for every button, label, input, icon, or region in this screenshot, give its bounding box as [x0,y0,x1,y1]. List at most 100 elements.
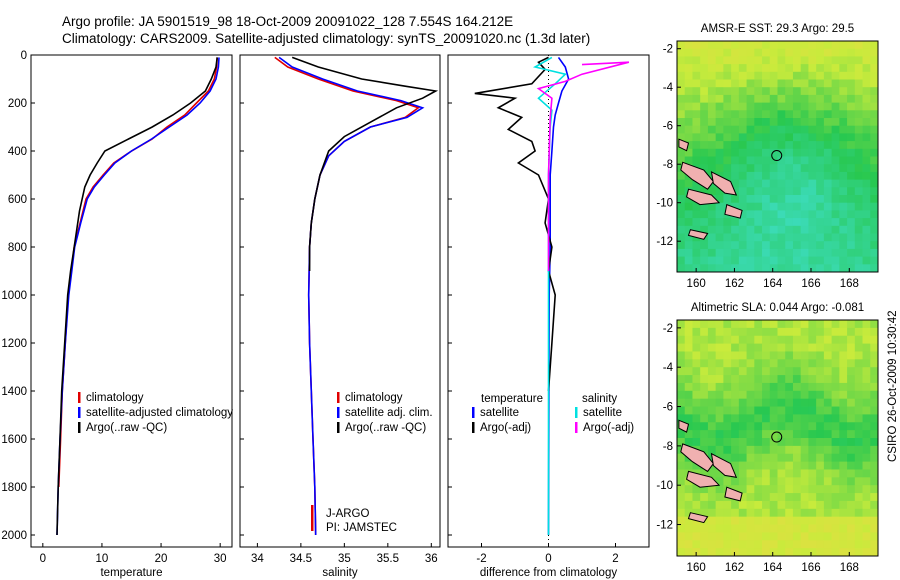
map-cell [769,110,778,119]
map-cell [746,141,755,150]
map-cell [754,335,763,344]
map-cell [700,202,709,211]
map-cell [677,469,686,478]
map-cell [823,359,833,368]
map-cell [684,548,693,557]
map-cell [762,64,771,73]
map-cell [746,493,755,502]
map-cell [731,118,740,127]
map-cell [823,171,833,180]
map-cell [684,64,693,73]
map-cell [754,264,763,273]
map-cell [754,141,763,150]
map-cell [715,195,724,204]
map-cell [692,48,701,57]
map-cell [823,351,833,360]
map-cell [831,41,840,50]
map-cell [870,461,879,470]
map-cell [707,359,717,368]
map-cell [777,171,786,180]
map-cell [762,320,771,329]
map-cell [823,94,833,103]
map-cell [854,524,863,533]
map-cell [707,79,717,88]
map-cell [847,164,856,173]
map-cell [800,320,809,329]
argo-position-marker-sst_map [771,150,783,162]
map-cell [808,210,817,219]
map-cell [684,264,693,273]
map-cell [808,195,817,204]
map-cell [738,164,747,173]
series-line-difference-3 [536,61,630,271]
map-cell [692,359,701,368]
map-cell [731,256,740,265]
map-cell [808,41,817,50]
map-cell [785,118,794,127]
map-cell [731,406,740,415]
map-cell [785,367,794,376]
map-cell [684,375,693,384]
map-cell [746,48,755,57]
map-cell [792,110,802,119]
map-cell [723,171,732,180]
map-cell [854,508,863,518]
map-cell [854,133,863,142]
map-cell [823,187,833,196]
map-cell [700,382,709,392]
map-cell [746,540,755,549]
map-cell [870,141,879,150]
map-cell [862,485,871,494]
map-cell [769,320,778,329]
map-cell [862,430,871,439]
map-cell [746,343,755,352]
map-cell [731,532,740,541]
map-cell [715,87,724,96]
credit-text: CSIRO 26-Oct-2009 10:30:42 [887,311,899,463]
map-cell [777,508,786,518]
map-cell [707,414,717,423]
map-cell [769,485,778,494]
map-cell [823,41,833,50]
map-cell [677,110,686,119]
map-cell [816,414,825,423]
map-cell [847,125,856,134]
map-cell [785,351,794,360]
map-cell [839,398,848,407]
map-cell [762,264,771,273]
map-cell [816,453,825,462]
x-tick-label-difference-1: 0 [545,553,551,565]
map-cell [777,125,786,134]
map-cell [769,461,778,470]
map-cell [870,516,879,525]
map-cell [707,335,717,344]
map-cell [707,56,717,65]
map-cell [831,264,840,273]
map-cell [754,195,763,204]
map-cell [692,430,701,439]
map-cell [839,218,848,227]
map-cell [800,500,809,510]
map-cell [746,71,755,80]
map-cell [692,343,701,352]
map-cell [700,524,709,533]
map-cell [677,390,686,400]
map-cell [870,171,879,180]
map-cell [723,110,732,119]
map-cell [854,110,863,119]
map-cell [677,327,686,337]
map-cell [762,141,771,150]
map-cell [847,320,856,329]
legend-difference-heading-0: temperature [481,393,543,405]
map-cell [684,102,693,111]
map-cell [738,225,747,234]
map-cell [785,225,794,234]
map-cell [715,430,724,439]
map-cell [762,351,771,360]
map-cell [677,548,686,557]
map-cell [723,148,732,157]
map-cell [723,133,732,142]
map-cell [792,343,802,352]
map-cell [862,382,871,392]
map-cell [715,406,724,415]
